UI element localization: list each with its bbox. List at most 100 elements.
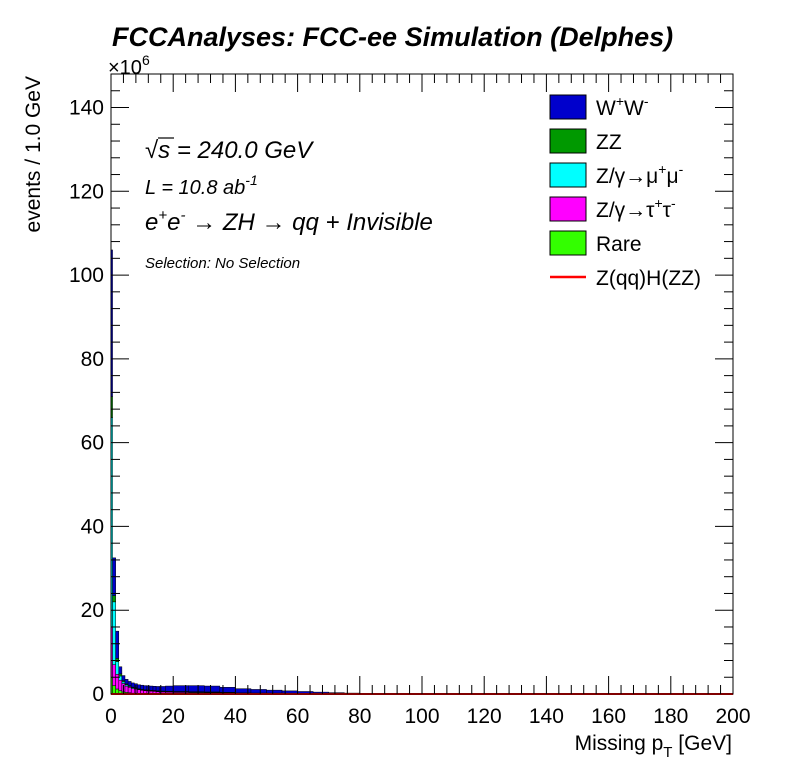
legend-text: Z/γ→μ bbox=[596, 165, 658, 188]
legend-text: Z/γ→τ bbox=[596, 199, 655, 222]
bar bbox=[130, 682, 135, 688]
x-tick-label: 120 bbox=[467, 705, 502, 728]
selection-annotation: Selection: No Selection bbox=[145, 255, 300, 272]
bar bbox=[235, 688, 252, 694]
legend-label: Z/γ→τ+τ- bbox=[596, 195, 676, 222]
bar bbox=[124, 679, 129, 685]
legend-text: Z(qq)H(ZZ) bbox=[596, 267, 701, 290]
legend-text: Rare bbox=[596, 233, 642, 256]
legend-item: Z/γ→μ+μ- bbox=[549, 161, 684, 188]
legend-item: W+W- bbox=[549, 93, 649, 120]
bar bbox=[219, 687, 236, 693]
bar bbox=[137, 684, 141, 690]
bar bbox=[112, 685, 116, 695]
process-annotation: e+e- → ZH → qq + Invisible bbox=[145, 207, 433, 236]
bar bbox=[152, 686, 157, 691]
x-tick-labels: 0 20 40 60 80 100 120 140 160 180 200 bbox=[105, 705, 750, 728]
series-3 bbox=[110, 396, 376, 695]
bar bbox=[118, 679, 123, 691]
legend-label: Z/γ→μ+μ- bbox=[596, 161, 684, 188]
legend-label: ZZ bbox=[596, 131, 622, 154]
legend-sup: - bbox=[679, 161, 684, 177]
legend-item: Z(qq)H(ZZ) bbox=[550, 267, 701, 290]
luminosity-annotation: L = 10.8 ab-1 bbox=[145, 172, 258, 199]
bar bbox=[127, 687, 132, 693]
chart-title: FCCAnalyses: FCC-ee Simulation (Delphes) bbox=[112, 22, 673, 52]
legend-swatch bbox=[549, 230, 587, 256]
bar bbox=[115, 630, 120, 659]
bar bbox=[281, 690, 298, 694]
y-tick-labels: 0 20 40 60 80 100 120 140 bbox=[69, 97, 104, 706]
bar bbox=[188, 685, 205, 692]
axis-ticks bbox=[110, 73, 734, 695]
series-4 bbox=[110, 249, 734, 695]
bar bbox=[204, 685, 221, 693]
x-tick-label: 140 bbox=[529, 705, 564, 728]
y-axis-label: events / 1.0 GeV bbox=[22, 76, 45, 232]
legend-swatch bbox=[549, 162, 587, 188]
legend-text: ZZ bbox=[596, 131, 622, 154]
legend-sup: - bbox=[644, 93, 649, 109]
y-tick-label: 100 bbox=[69, 264, 104, 287]
legend-sup: + bbox=[658, 161, 666, 177]
bar bbox=[118, 673, 123, 677]
bar bbox=[158, 686, 166, 692]
annotations: √s = 240.0 GeV L = 10.8 ab-1 e+e- → ZH →… bbox=[145, 137, 433, 272]
legend-sup: - bbox=[671, 195, 676, 211]
bar bbox=[118, 666, 123, 675]
bar bbox=[165, 685, 174, 692]
legend-text: W bbox=[624, 97, 644, 120]
y-tick-label: 0 bbox=[92, 683, 104, 706]
bar bbox=[250, 689, 267, 694]
legend-label: Z(qq)H(ZZ) bbox=[596, 267, 701, 290]
legend-label: Rare bbox=[596, 233, 642, 256]
legend-item: Rare bbox=[549, 230, 642, 256]
y-tick-label: 60 bbox=[81, 432, 104, 455]
bar bbox=[130, 688, 135, 694]
x-tick-label: 20 bbox=[162, 705, 185, 728]
x-tick-label: 60 bbox=[286, 705, 309, 728]
bar bbox=[112, 664, 116, 686]
x-tick-label: 160 bbox=[591, 705, 626, 728]
y-multiplier-exp: 6 bbox=[142, 52, 150, 68]
legend-sup: + bbox=[616, 93, 624, 109]
bar bbox=[112, 595, 116, 603]
bar bbox=[137, 689, 141, 694]
legend-text: τ bbox=[663, 199, 672, 222]
bar bbox=[115, 661, 120, 675]
x-tick-label: 180 bbox=[653, 705, 688, 728]
legend-swatch bbox=[549, 196, 587, 222]
bar bbox=[266, 689, 283, 694]
bar bbox=[143, 685, 148, 691]
legend-sup: + bbox=[654, 195, 662, 211]
x-tick-label: 80 bbox=[348, 705, 371, 728]
bar bbox=[149, 685, 154, 691]
bar bbox=[115, 674, 120, 690]
y-tick-label: 20 bbox=[81, 599, 104, 622]
x-tick-label: 100 bbox=[404, 705, 439, 728]
series-2 bbox=[110, 417, 361, 695]
stacked-bars bbox=[110, 249, 734, 695]
legend-text: W bbox=[596, 97, 616, 120]
x-axis-label: Missing pT [GeV] bbox=[575, 732, 732, 761]
y-tick-label: 80 bbox=[81, 348, 104, 371]
bar bbox=[124, 685, 129, 693]
y-tick-label: 140 bbox=[69, 97, 104, 120]
x-tick-label: 40 bbox=[224, 705, 247, 728]
x-tick-label: 200 bbox=[715, 705, 750, 728]
y-multiplier-base: ×10 bbox=[108, 57, 142, 79]
legend-swatch bbox=[549, 94, 587, 120]
legend-label: W+W- bbox=[596, 93, 649, 120]
bar bbox=[140, 684, 144, 690]
legend-swatch bbox=[549, 128, 587, 154]
legend-item: ZZ bbox=[549, 128, 622, 154]
x-tick-label: 0 bbox=[105, 705, 117, 728]
bar bbox=[121, 681, 126, 684]
bar bbox=[118, 675, 123, 681]
bar bbox=[127, 681, 132, 686]
bar bbox=[121, 675, 126, 681]
legend-item: Z/γ→τ+τ- bbox=[549, 195, 676, 222]
y-tick-label: 120 bbox=[69, 180, 104, 203]
